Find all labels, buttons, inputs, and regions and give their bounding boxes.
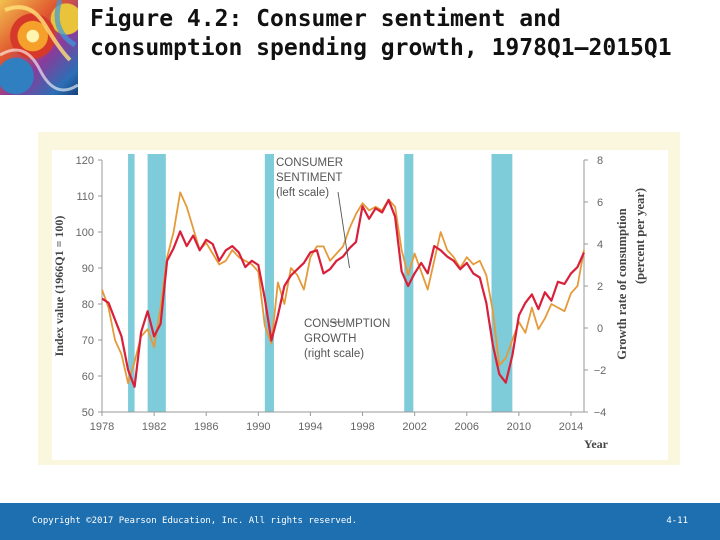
- x-tick-label-1990: 1990: [246, 421, 270, 433]
- right-tick-label-3: 2: [597, 281, 603, 293]
- recession-band-0: [128, 154, 135, 412]
- right-axis-title-line1: Growth rate of consumption: [615, 208, 629, 360]
- left-tick-label-50: 50: [82, 407, 94, 419]
- annotation-sentiment-leader: [337, 191, 350, 269]
- x-tick-label-1978: 1978: [90, 421, 114, 433]
- recession-band-2: [264, 154, 274, 412]
- sentiment-consumption-chart: 50 60 70 80 90 100 110 120 −4 −2 0 2 4 6 8 1978 1982 1986…: [52, 150, 668, 460]
- annotation-consumption-line-2: (right scale): [304, 348, 364, 360]
- annotation-sentiment-line-2: (left scale): [276, 187, 329, 199]
- right-tick-label-6: 8: [597, 155, 603, 167]
- footer-bar: Copyright ©2017 Pearson Education, Inc. …: [0, 503, 720, 540]
- left-tick-label-80: 80: [82, 299, 94, 311]
- right-axis-title-line2: (percent per year): [633, 188, 647, 284]
- chart-panel: 50 60 70 80 90 100 110 120 −4 −2 0 2 4 6 8 1978 1982 1986…: [38, 132, 680, 465]
- right-tick-label-4: 4: [597, 239, 603, 251]
- recession-band-4: [491, 154, 513, 412]
- sentiment-series-line: [101, 191, 585, 385]
- left-tick-label-70: 70: [82, 335, 94, 347]
- annotation-sentiment-line-0: CONSUMER: [276, 157, 343, 169]
- x-tick-label-1994: 1994: [298, 421, 322, 433]
- x-tick-label-2002: 2002: [402, 421, 426, 433]
- x-tick-label-2006: 2006: [455, 421, 479, 433]
- recession-band-1: [147, 154, 166, 412]
- x-axis-title: Year: [584, 437, 609, 451]
- left-tick-label-120: 120: [76, 155, 94, 167]
- x-tick-label-1986: 1986: [194, 421, 218, 433]
- consumption-series-line: [101, 198, 586, 388]
- plot-background: [52, 150, 668, 460]
- left-tick-label-90: 90: [82, 263, 94, 275]
- annotation-consumption-line-1: GROWTH: [304, 333, 356, 345]
- left-axis-title: Index value (1966Q1 = 100): [52, 216, 66, 357]
- publisher-logo: [0, 0, 78, 95]
- page-number: 4-11: [666, 516, 688, 526]
- right-tick-label-1: −2: [594, 365, 607, 377]
- x-tick-label-1998: 1998: [350, 421, 374, 433]
- left-tick-label-100: 100: [76, 227, 94, 239]
- x-tick-label-1982: 1982: [142, 421, 166, 433]
- annotation-sentiment-line-1: SENTIMENT: [276, 172, 342, 184]
- left-tick-label-60: 60: [82, 371, 94, 383]
- annotation-consumption-line-0: CONSUMPTION: [304, 318, 390, 330]
- x-tick-label-2010: 2010: [507, 421, 531, 433]
- x-tick-label-2014: 2014: [559, 421, 583, 433]
- copyright-text: Copyright ©2017 Pearson Education, Inc. …: [32, 516, 358, 526]
- left-tick-label-110: 110: [76, 191, 94, 203]
- right-tick-label-0: −4: [594, 407, 607, 419]
- slide-title: Figure 4.2: Consumer sentiment and consu…: [90, 6, 672, 61]
- right-tick-label-2: 0: [597, 323, 603, 335]
- right-tick-label-5: 6: [597, 197, 603, 209]
